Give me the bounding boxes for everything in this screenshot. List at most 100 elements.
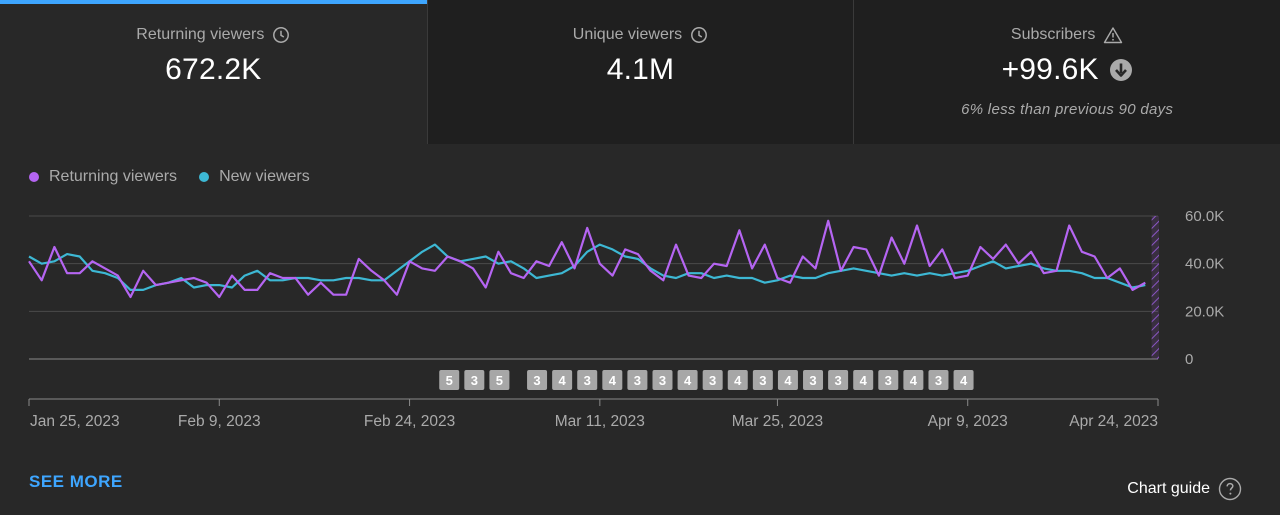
card-subscribers[interactable]: Subscribers +99.6K 6% less than previous… bbox=[853, 0, 1280, 144]
annotation-marker[interactable]: 4 bbox=[853, 370, 874, 390]
series-line-new-viewers bbox=[28, 243, 1146, 292]
marker-badge bbox=[803, 370, 824, 390]
marker-badge bbox=[727, 370, 748, 390]
legend-item-returning-viewers[interactable]: Returning viewers bbox=[29, 168, 177, 186]
marker-badge bbox=[828, 370, 849, 390]
card-value: +99.6K bbox=[1001, 53, 1099, 86]
series-line-returning-viewers bbox=[28, 219, 1146, 299]
marker-label: 4 bbox=[960, 373, 968, 388]
marker-badge bbox=[489, 370, 510, 390]
marker-label: 3 bbox=[759, 373, 766, 388]
x-tick-label: Apr 9, 2023 bbox=[928, 413, 1008, 430]
y-tick-label: 60.0K bbox=[1185, 208, 1224, 225]
marker-badge bbox=[702, 370, 723, 390]
marker-badge bbox=[752, 370, 773, 390]
legend-label: Returning viewers bbox=[49, 168, 178, 185]
marker-badge bbox=[602, 370, 623, 390]
annotation-marker[interactable]: 4 bbox=[903, 370, 924, 390]
legend-dot-returning bbox=[29, 172, 39, 182]
legend-label: New viewers bbox=[219, 168, 310, 185]
warning-icon bbox=[1104, 27, 1123, 44]
annotation-marker[interactable]: 3 bbox=[627, 370, 648, 390]
annotation-marker[interactable]: 3 bbox=[652, 370, 673, 390]
card-returning-viewers[interactable]: Returning viewers 672.2K bbox=[0, 0, 427, 144]
marker-badge bbox=[552, 370, 573, 390]
marker-badge bbox=[464, 370, 485, 390]
see-more-link[interactable]: SEE MORE bbox=[29, 472, 123, 491]
clock-icon bbox=[273, 27, 290, 43]
marker-label: 3 bbox=[885, 373, 892, 388]
card-title-row: Returning viewers bbox=[136, 26, 290, 44]
annotation-marker[interactable]: 3 bbox=[752, 370, 773, 390]
marker-label: 4 bbox=[910, 373, 918, 388]
annotation-marker[interactable]: 4 bbox=[552, 370, 573, 390]
marker-badge bbox=[777, 370, 798, 390]
arrow-down-circle-icon bbox=[1109, 59, 1132, 81]
marker-label: 4 bbox=[784, 373, 792, 388]
card-value-row: +99.6K bbox=[1002, 53, 1133, 87]
line-chart[interactable]: 5 3 5 3 4 3 4 3 3 4 3 4 3 4 3 3 4 3 4 3 4 Jan 25, 2023 Feb 9,… bbox=[0, 200, 1280, 440]
card-title-row: Subscribers bbox=[1011, 26, 1123, 44]
marker-label: 4 bbox=[684, 373, 692, 388]
card-title-row: Unique viewers bbox=[573, 26, 708, 44]
marker-label: 4 bbox=[734, 373, 742, 388]
clock-icon bbox=[691, 27, 708, 43]
annotation-marker[interactable]: 3 bbox=[702, 370, 723, 390]
marker-badge bbox=[928, 370, 949, 390]
card-value: 4.1M bbox=[606, 53, 675, 86]
annotation-marker[interactable]: 3 bbox=[577, 370, 598, 390]
metric-cards: Returning viewers 672.2K Unique viewers … bbox=[0, 0, 1280, 144]
chart-guide-button[interactable]: Chart guide bbox=[1127, 477, 1242, 501]
annotation-marker[interactable]: 3 bbox=[828, 370, 849, 390]
marker-label: 3 bbox=[834, 373, 841, 388]
x-tick-label: Jan 25, 2023 bbox=[30, 413, 120, 430]
annotation-marker[interactable]: 5 bbox=[489, 370, 510, 390]
marker-label: 3 bbox=[659, 373, 666, 388]
annotation-marker[interactable]: 5 bbox=[439, 370, 460, 390]
y-tick-label: 20.0K bbox=[1185, 303, 1224, 320]
marker-label: 3 bbox=[709, 373, 716, 388]
y-tick-label: 40.0K bbox=[1185, 256, 1224, 273]
legend-item-new-viewers[interactable]: New viewers bbox=[199, 168, 310, 186]
chart-legend: Returning viewers New viewers bbox=[29, 168, 310, 186]
card-unique-viewers[interactable]: Unique viewers 4.1M bbox=[426, 0, 854, 144]
card-title: Returning viewers bbox=[136, 26, 265, 43]
annotation-marker[interactable]: 3 bbox=[803, 370, 824, 390]
marker-badge bbox=[527, 370, 548, 390]
marker-label: 5 bbox=[496, 373, 503, 388]
chart-guide-label: Chart guide bbox=[1127, 480, 1210, 497]
x-tick-label: Feb 9, 2023 bbox=[178, 413, 261, 430]
marker-label: 4 bbox=[860, 373, 868, 388]
annotation-marker[interactable]: 4 bbox=[677, 370, 698, 390]
marker-label: 3 bbox=[634, 373, 641, 388]
marker-badge bbox=[577, 370, 598, 390]
card-title: Subscribers bbox=[1010, 26, 1096, 43]
annotation-marker[interactable]: 4 bbox=[953, 370, 974, 390]
marker-label: 5 bbox=[446, 373, 453, 388]
marker-label: 3 bbox=[471, 373, 478, 388]
marker-label: 3 bbox=[935, 373, 942, 388]
annotation-marker[interactable]: 4 bbox=[602, 370, 623, 390]
marker-label: 4 bbox=[609, 373, 617, 388]
marker-label: 4 bbox=[559, 373, 567, 388]
marker-badge bbox=[903, 370, 924, 390]
x-tick-label: Mar 11, 2023 bbox=[555, 413, 645, 430]
marker-badge bbox=[853, 370, 874, 390]
marker-badge bbox=[953, 370, 974, 390]
annotation-marker[interactable]: 3 bbox=[527, 370, 548, 390]
x-tick-label: Apr 24, 2023 bbox=[1069, 413, 1158, 430]
annotation-marker[interactable]: 4 bbox=[727, 370, 748, 390]
x-tick-label: Mar 25, 2023 bbox=[732, 413, 823, 430]
annotation-marker[interactable]: 3 bbox=[878, 370, 899, 390]
y-tick-label: 0 bbox=[1185, 351, 1193, 368]
partial-period-region bbox=[1151, 216, 1159, 359]
legend-dot-new bbox=[199, 172, 210, 182]
marker-label: 3 bbox=[533, 373, 540, 388]
card-title: Unique viewers bbox=[572, 26, 683, 43]
marker-label: 3 bbox=[809, 373, 816, 388]
annotation-marker[interactable]: 3 bbox=[464, 370, 485, 390]
annotation-marker[interactable]: 3 bbox=[928, 370, 949, 390]
marker-badge bbox=[652, 370, 673, 390]
card-comparison-text: 6% less than previous 90 days bbox=[961, 101, 1174, 118]
annotation-marker[interactable]: 4 bbox=[777, 370, 798, 390]
